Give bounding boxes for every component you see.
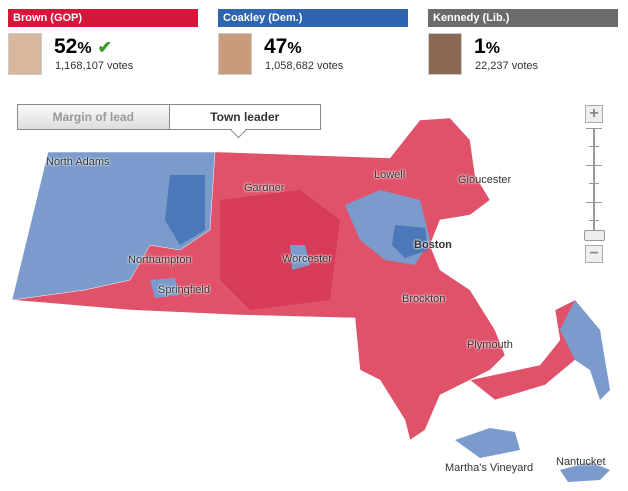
candidate-votes: 22,237 votes xyxy=(475,60,538,72)
zoom-slider-track[interactable] xyxy=(593,128,595,236)
winner-check-icon: ✔ xyxy=(97,38,112,57)
candidate-photo xyxy=(428,33,462,75)
dem-west-region[interactable] xyxy=(11,151,216,301)
tab-town-leader[interactable]: Town leader xyxy=(169,105,320,129)
label-brockton: Brockton xyxy=(402,293,446,305)
candidate-name: Kennedy (Lib.) xyxy=(428,9,618,27)
candidate-coakley: Coakley (Dem.) 47% 1,058,682 votes xyxy=(218,9,408,75)
zoom-tick xyxy=(586,165,602,166)
candidate-percent: 52% ✔ xyxy=(54,35,112,58)
dem-springfield[interactable] xyxy=(150,278,180,298)
candidate-name: Coakley (Dem.) xyxy=(218,9,408,27)
label-gloucester: Gloucester xyxy=(458,174,512,186)
candidate-votes: 1,168,107 votes xyxy=(55,60,134,72)
cape-cod-dem[interactable] xyxy=(560,300,610,400)
dem-strong-west[interactable] xyxy=(165,175,205,245)
zoom-tick xyxy=(589,183,599,184)
label-plymouth: Plymouth xyxy=(467,339,513,351)
dem-worcester[interactable] xyxy=(290,245,310,270)
candidate-name: Brown (GOP) xyxy=(8,9,198,27)
candidate-percent: 1% xyxy=(474,35,500,58)
label-lowell: Lowell xyxy=(374,169,406,181)
candidate-brown: Brown (GOP) 52% ✔ 1,168,107 votes xyxy=(8,9,198,75)
zoom-tick xyxy=(586,202,602,203)
candidate-photo xyxy=(8,33,42,75)
zoom-tick xyxy=(589,220,599,221)
label-nantucket: Nantucket xyxy=(556,456,606,468)
candidate-votes: 1,058,682 votes xyxy=(265,60,344,72)
label-north-adams: North Adams xyxy=(46,156,110,168)
zoom-in-button[interactable]: + xyxy=(585,105,603,123)
zoom-tick xyxy=(586,128,602,129)
zoom-out-button[interactable]: − xyxy=(585,245,603,263)
marthas-vineyard[interactable] xyxy=(455,428,520,458)
zoom-slider-handle[interactable] xyxy=(584,230,605,241)
gop-strong-region[interactable] xyxy=(220,190,340,310)
zoom-tick xyxy=(589,146,599,147)
nantucket[interactable] xyxy=(560,462,610,482)
label-gardner: Gardner xyxy=(244,182,285,194)
label-marthas-vineyard: Martha's Vineyard xyxy=(445,462,534,474)
candidate-percent: 47% xyxy=(264,35,302,58)
label-boston: Boston xyxy=(414,239,452,251)
tab-margin-of-lead[interactable]: Margin of lead xyxy=(18,105,170,129)
label-northampton: Northampton xyxy=(128,254,192,266)
label-springfield: Springfield xyxy=(158,284,210,296)
candidate-photo xyxy=(218,33,252,75)
map-mode-toggle: Margin of lead Town leader xyxy=(17,104,321,130)
label-worcester: Worcester xyxy=(282,253,332,265)
dem-boston-core[interactable] xyxy=(392,225,428,258)
candidate-kennedy: Kennedy (Lib.) 1% 22,237 votes xyxy=(428,9,618,75)
